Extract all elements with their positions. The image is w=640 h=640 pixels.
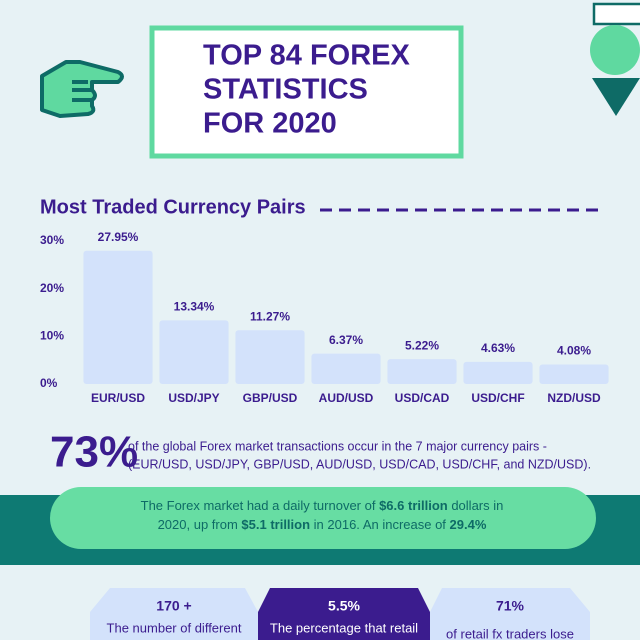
card (258, 588, 430, 640)
card-figure: 5.5% (328, 598, 360, 614)
title-line: FOR 2020 (203, 108, 337, 140)
card (430, 588, 590, 640)
data-label: 6.37% (329, 333, 363, 347)
highlight-text: (EUR/USD, USD/JPY, GBP/USD, AUD/USD, USD… (128, 457, 591, 471)
title-line: STATISTICS (203, 74, 368, 106)
bar (539, 364, 609, 384)
bar (387, 359, 457, 384)
x-tick-label: USD/CHF (471, 391, 524, 405)
banner-segment: in 2016. An increase of (310, 517, 449, 532)
bar-chart: 0% 10% 20% 30% 27.95% EUR/USD 13.34% USD/JPY 11.… (40, 230, 609, 405)
card-figure: 71% (496, 598, 525, 614)
data-label: 11.27% (250, 309, 290, 323)
x-tick-label: GBP/USD (243, 391, 298, 405)
banner-line: 2020, up from $5.1 trillion in 2016. An … (158, 517, 487, 532)
banner-segment: $5.1 trillion (241, 517, 310, 532)
deco-triangle (592, 78, 640, 116)
x-tick-label: USD/JPY (168, 391, 219, 405)
card-figure: 170 + (156, 598, 191, 614)
y-tick-label: 20% (40, 281, 64, 295)
y-tick-label: 30% (40, 233, 64, 247)
title-box (149, 25, 464, 159)
bar (235, 330, 305, 384)
highlight-text: of the global Forex market transactions … (128, 439, 547, 453)
x-tick-label: EUR/USD (91, 391, 145, 405)
highlight-figure: 73% (50, 428, 138, 477)
y-tick-label: 0% (40, 376, 58, 390)
card (90, 588, 258, 640)
card-text: of retail fx traders lose (446, 626, 574, 640)
banner-text: The Forex market had a daily turnover of… (141, 498, 504, 532)
x-tick-label: NZD/USD (547, 391, 601, 405)
x-tick-label: USD/CAD (395, 391, 450, 405)
card-text: The number of different (107, 620, 242, 635)
hand-icon (40, 60, 124, 118)
chart-title: Most Traded Currency Pairs (40, 196, 306, 218)
data-label: 4.63% (481, 341, 515, 355)
bar (311, 353, 381, 384)
bar (83, 250, 153, 384)
data-label: 5.22% (405, 338, 439, 352)
banner-segment: dollars in (448, 498, 504, 513)
deco-rect (592, 2, 640, 26)
y-tick-label: 10% (40, 329, 64, 343)
banner-segment: 2020, up from (158, 517, 242, 532)
banner-segment: $6.6 trillion (379, 498, 448, 513)
data-label: 4.08% (557, 344, 591, 358)
banner-line: The Forex market had a daily turnover of… (141, 498, 504, 513)
deco-circle (590, 25, 640, 75)
bar (159, 320, 229, 384)
data-label: 13.34% (174, 300, 215, 314)
data-label: 27.95% (98, 230, 139, 244)
banner-segment: The Forex market had a daily turnover of (141, 498, 379, 513)
banner-segment: 29.4% (450, 517, 487, 532)
bar (463, 361, 533, 384)
banner-pill (50, 487, 596, 549)
title-line: TOP 84 FOREX (203, 40, 410, 72)
x-tick-label: AUD/USD (319, 391, 374, 405)
card-text: The percentage that retail (270, 620, 418, 635)
